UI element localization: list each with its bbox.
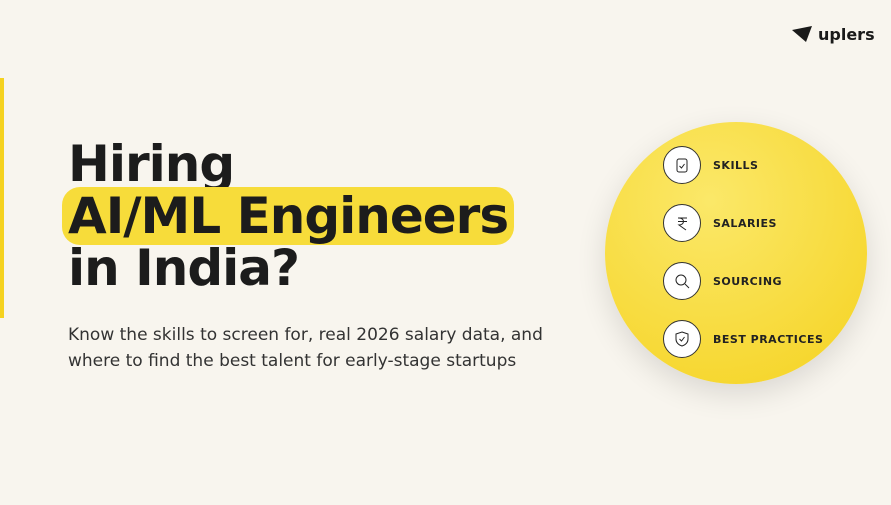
icon	[663, 146, 701, 184]
subtitle-line: Know the skills to screen for, real 2026…	[68, 325, 543, 345]
feature-label: BEST PRACTICES	[713, 332, 824, 346]
logo-text: uplers	[818, 24, 875, 44]
headline-highlight: AI/ML Engineers	[62, 187, 515, 245]
icon	[663, 320, 701, 358]
headline: Hiring AI/ML Engineers in India?	[62, 135, 515, 297]
logo-icon	[792, 26, 812, 42]
feature-label: SOURCING	[713, 274, 783, 288]
subtitle-line: where to find the best talent for early-…	[68, 351, 517, 371]
headline-line: Hiring	[68, 135, 235, 193]
icon	[663, 262, 701, 300]
feature-label: SKILLS	[713, 158, 759, 172]
logo: uplers	[790, 24, 875, 44]
accent-bar	[0, 78, 4, 318]
feature-item: SOURCING	[663, 262, 782, 300]
feature-circle	[605, 122, 867, 384]
feature-item: SALARIES	[663, 204, 777, 242]
feature-item: SKILLS	[663, 146, 758, 184]
feature-item: BEST PRACTICES	[663, 320, 823, 358]
subtitle: Know the skills to screen for, real 2026…	[68, 322, 543, 374]
icon	[663, 204, 701, 242]
headline-line: in India?	[68, 239, 300, 297]
feature-label: SALARIES	[713, 216, 777, 230]
